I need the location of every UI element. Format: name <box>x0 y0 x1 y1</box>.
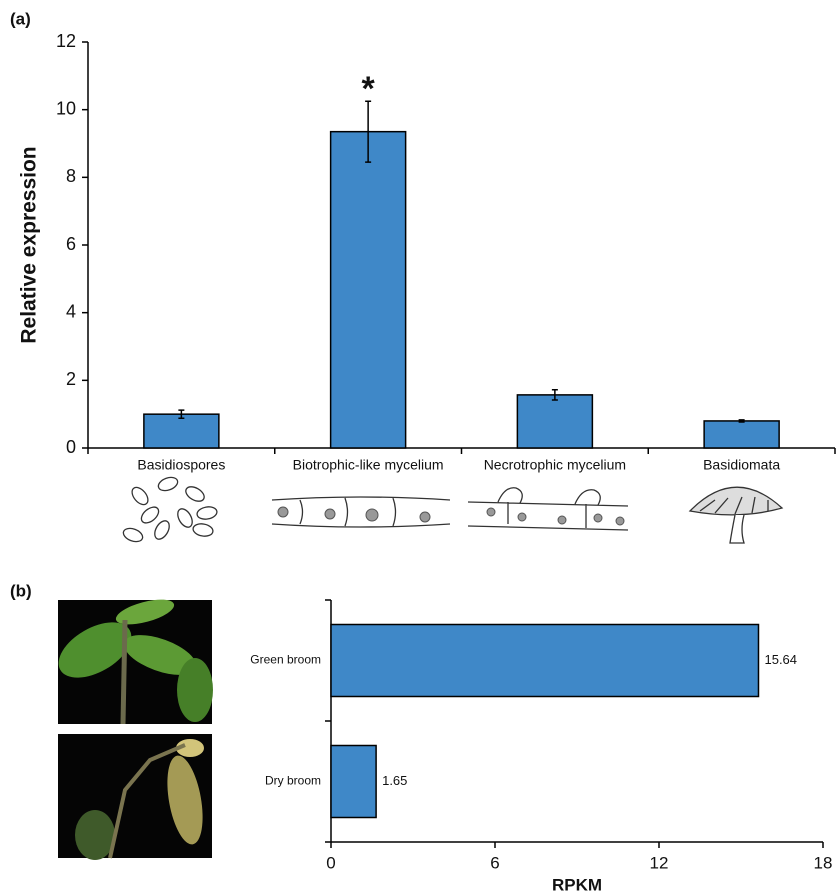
x-tick-label: 0 <box>326 853 335 872</box>
panel-label: (a) <box>10 9 31 28</box>
panel-label: (b) <box>10 581 32 600</box>
y-tick-label: 12 <box>56 31 76 51</box>
x-tick-label: 12 <box>650 853 669 872</box>
biotrophic-illustration <box>272 497 450 527</box>
x-tick-label: 6 <box>490 853 499 872</box>
bar <box>704 421 779 448</box>
bar <box>331 625 758 697</box>
annotation: * <box>362 70 376 108</box>
y-tick-label: 6 <box>66 234 76 254</box>
bar <box>331 746 376 818</box>
basidioma-illustration <box>690 487 782 543</box>
y-axis-title: Relative expression <box>18 146 41 343</box>
bar <box>144 414 219 448</box>
data-label: 1.65 <box>382 773 407 788</box>
y-tick-label: Green broom <box>250 653 321 667</box>
green-broom-photo <box>49 595 213 724</box>
x-tick-label: 18 <box>814 853 833 872</box>
bar <box>331 132 406 448</box>
bar <box>517 395 592 448</box>
figure: (a) Relative expression 0 2 4 6 8 10 12 Basidiosp… <box>0 0 837 896</box>
x-tick-label: Basidiomata <box>703 457 780 473</box>
dry-broom-photo <box>58 734 212 860</box>
x-tick-label: Basidiospores <box>137 457 225 473</box>
y-tick-label: 8 <box>66 166 76 186</box>
y-tick-label: Dry broom <box>265 774 321 788</box>
data-label: 15.64 <box>764 652 797 667</box>
necrotrophic-illustration <box>468 488 628 530</box>
spores-illustration <box>122 475 218 544</box>
x-axis-title: RPKM <box>552 875 602 894</box>
x-tick-label: Necrotrophic mycelium <box>484 457 626 473</box>
y-tick-label: 10 <box>56 98 76 118</box>
y-tick-label: 2 <box>66 369 76 389</box>
y-tick-label: 4 <box>66 301 76 321</box>
x-tick-label: Biotrophic-like mycelium <box>293 457 444 473</box>
y-tick-label: 0 <box>66 437 76 457</box>
